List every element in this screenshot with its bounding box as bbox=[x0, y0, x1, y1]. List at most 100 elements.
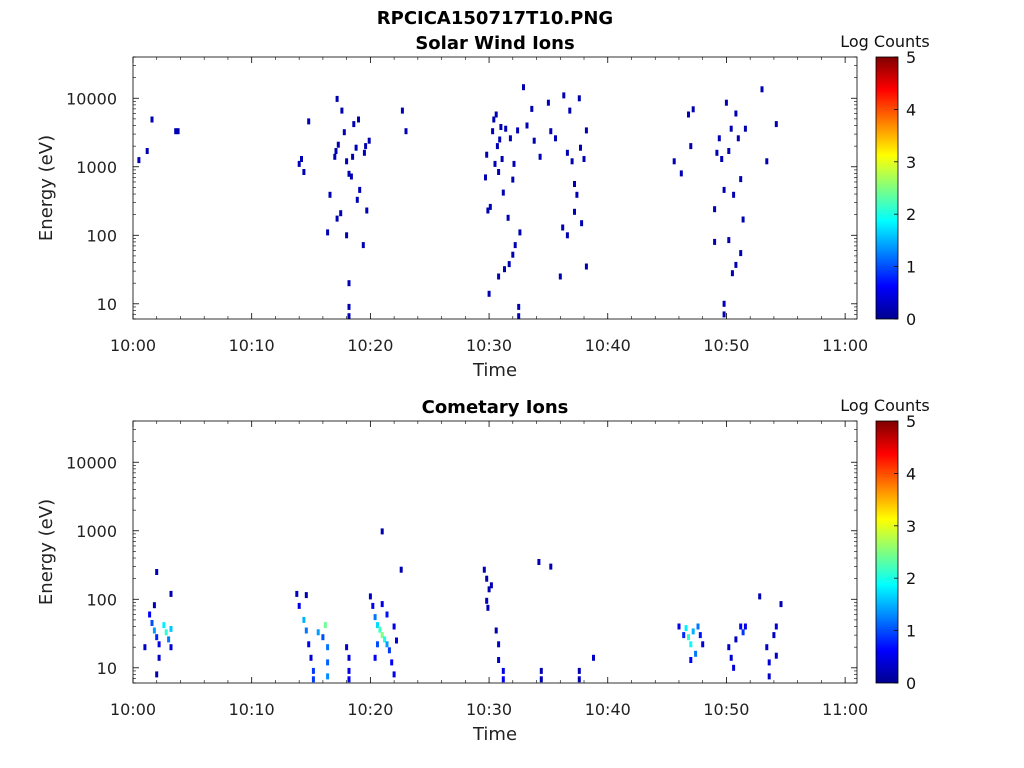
data-cell bbox=[518, 229, 522, 236]
data-cell bbox=[575, 191, 579, 198]
data-cell bbox=[577, 95, 581, 102]
data-cell bbox=[554, 135, 557, 142]
x-axis-label: Time bbox=[472, 724, 517, 745]
data-cell bbox=[326, 673, 330, 680]
data-cell bbox=[174, 128, 178, 135]
data-cell bbox=[684, 625, 688, 632]
data-cell bbox=[150, 620, 154, 626]
data-cell bbox=[730, 270, 734, 277]
data-cell bbox=[169, 644, 173, 651]
data-cell bbox=[167, 636, 171, 643]
data-cell bbox=[722, 186, 726, 193]
data-cell bbox=[321, 634, 325, 641]
data-cell bbox=[383, 636, 387, 643]
x-tick-label: 10:20 bbox=[347, 336, 393, 355]
data-cell bbox=[743, 125, 747, 132]
data-cell bbox=[345, 158, 349, 165]
x-tick-label: 10:00 bbox=[110, 336, 156, 355]
data-cell bbox=[486, 207, 490, 214]
data-cell bbox=[720, 156, 724, 162]
data-cell bbox=[538, 153, 542, 160]
data-cell bbox=[347, 170, 351, 177]
data-cell bbox=[562, 92, 566, 99]
data-cell bbox=[687, 111, 690, 118]
y-tick-label: 10 bbox=[97, 659, 117, 678]
data-cell bbox=[767, 673, 771, 680]
data-cell bbox=[532, 137, 536, 144]
colorbar-tick-label: 5 bbox=[906, 412, 916, 431]
data-cell bbox=[323, 622, 327, 629]
x-tick-label: 10:10 bbox=[229, 336, 275, 355]
data-cell bbox=[339, 210, 343, 217]
data-cell bbox=[347, 280, 351, 287]
data-marks bbox=[137, 84, 778, 320]
data-cell bbox=[492, 116, 496, 123]
data-cell bbox=[155, 634, 159, 641]
data-cell bbox=[487, 586, 491, 593]
x-tick-label: 10:20 bbox=[347, 700, 393, 719]
data-cell bbox=[561, 224, 565, 231]
data-cell bbox=[347, 654, 351, 661]
data-cell bbox=[316, 629, 320, 636]
data-cell bbox=[497, 641, 501, 648]
data-cell bbox=[501, 676, 505, 683]
data-cell bbox=[354, 144, 358, 151]
data-cell bbox=[304, 592, 308, 599]
data-cell bbox=[373, 654, 377, 661]
data-cell bbox=[361, 242, 365, 249]
data-cell bbox=[741, 216, 745, 223]
data-cell bbox=[378, 626, 382, 633]
data-cell bbox=[336, 141, 340, 148]
data-cell bbox=[302, 616, 306, 623]
data-cell bbox=[503, 266, 506, 273]
data-cell bbox=[368, 593, 372, 600]
data-cell bbox=[342, 129, 346, 136]
data-cell bbox=[677, 623, 681, 630]
data-cell bbox=[335, 215, 339, 222]
data-cell bbox=[760, 86, 764, 93]
data-cell bbox=[549, 128, 553, 135]
data-cell bbox=[148, 611, 152, 618]
data-cell bbox=[732, 191, 736, 198]
data-cell bbox=[152, 602, 156, 609]
data-cell bbox=[580, 220, 584, 227]
data-cell bbox=[399, 566, 403, 573]
x-tick-label: 10:00 bbox=[110, 700, 156, 719]
data-cell bbox=[511, 176, 515, 183]
x-tick-label: 10:50 bbox=[703, 700, 749, 719]
data-cell bbox=[579, 144, 582, 151]
data-cell bbox=[696, 623, 700, 630]
data-cell bbox=[326, 644, 330, 651]
data-cell bbox=[304, 627, 308, 634]
data-cell bbox=[347, 667, 351, 674]
data-cell bbox=[157, 654, 161, 661]
data-cell bbox=[779, 601, 783, 608]
data-cell bbox=[499, 124, 503, 130]
data-cell bbox=[689, 641, 693, 648]
data-cell bbox=[774, 121, 778, 128]
data-cell bbox=[295, 590, 299, 597]
data-cell bbox=[349, 173, 353, 180]
data-cell bbox=[511, 251, 515, 258]
data-cell bbox=[689, 657, 693, 663]
data-cell bbox=[489, 582, 493, 589]
data-cell bbox=[736, 135, 740, 142]
data-cell bbox=[506, 214, 510, 221]
data-cell bbox=[326, 229, 330, 236]
data-cell bbox=[772, 632, 776, 639]
data-cell bbox=[501, 189, 505, 196]
x-tick-label: 10:50 bbox=[703, 336, 749, 355]
data-cell bbox=[494, 111, 498, 118]
x-tick-label: 10:30 bbox=[466, 700, 512, 719]
plot-frame bbox=[132, 56, 858, 320]
data-cell bbox=[300, 156, 303, 162]
data-cell bbox=[691, 628, 695, 635]
data-cell bbox=[517, 313, 521, 320]
data-cell bbox=[376, 641, 379, 648]
data-cell bbox=[176, 128, 180, 135]
data-cell bbox=[347, 303, 351, 310]
colorbar-tick-label: 3 bbox=[906, 517, 916, 536]
data-cell bbox=[573, 181, 576, 187]
data-cell bbox=[722, 300, 726, 307]
